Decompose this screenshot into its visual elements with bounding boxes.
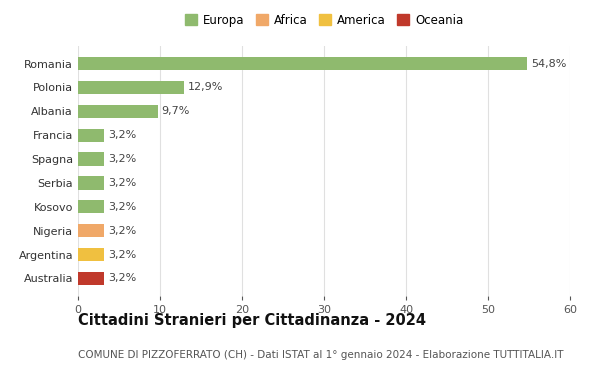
Bar <box>78 152 104 166</box>
Text: 3,2%: 3,2% <box>109 178 137 188</box>
Text: 3,2%: 3,2% <box>109 274 137 283</box>
Text: 3,2%: 3,2% <box>109 250 137 260</box>
Bar <box>78 272 104 285</box>
Bar <box>78 105 158 118</box>
Text: 3,2%: 3,2% <box>109 202 137 212</box>
Text: 9,7%: 9,7% <box>161 106 190 116</box>
Bar <box>78 176 104 190</box>
Legend: Europa, Africa, America, Oceania: Europa, Africa, America, Oceania <box>180 9 468 31</box>
Bar <box>78 57 527 70</box>
Text: 3,2%: 3,2% <box>109 226 137 236</box>
Bar <box>78 81 184 94</box>
Text: 12,9%: 12,9% <box>188 82 223 92</box>
Text: 54,8%: 54,8% <box>532 59 567 68</box>
Text: 3,2%: 3,2% <box>109 154 137 164</box>
Bar <box>78 248 104 261</box>
Text: COMUNE DI PIZZOFERRATO (CH) - Dati ISTAT al 1° gennaio 2024 - Elaborazione TUTTI: COMUNE DI PIZZOFERRATO (CH) - Dati ISTAT… <box>78 350 563 359</box>
Bar <box>78 224 104 237</box>
Bar <box>78 128 104 142</box>
Text: Cittadini Stranieri per Cittadinanza - 2024: Cittadini Stranieri per Cittadinanza - 2… <box>78 314 426 328</box>
Bar <box>78 200 104 214</box>
Text: 3,2%: 3,2% <box>109 130 137 140</box>
